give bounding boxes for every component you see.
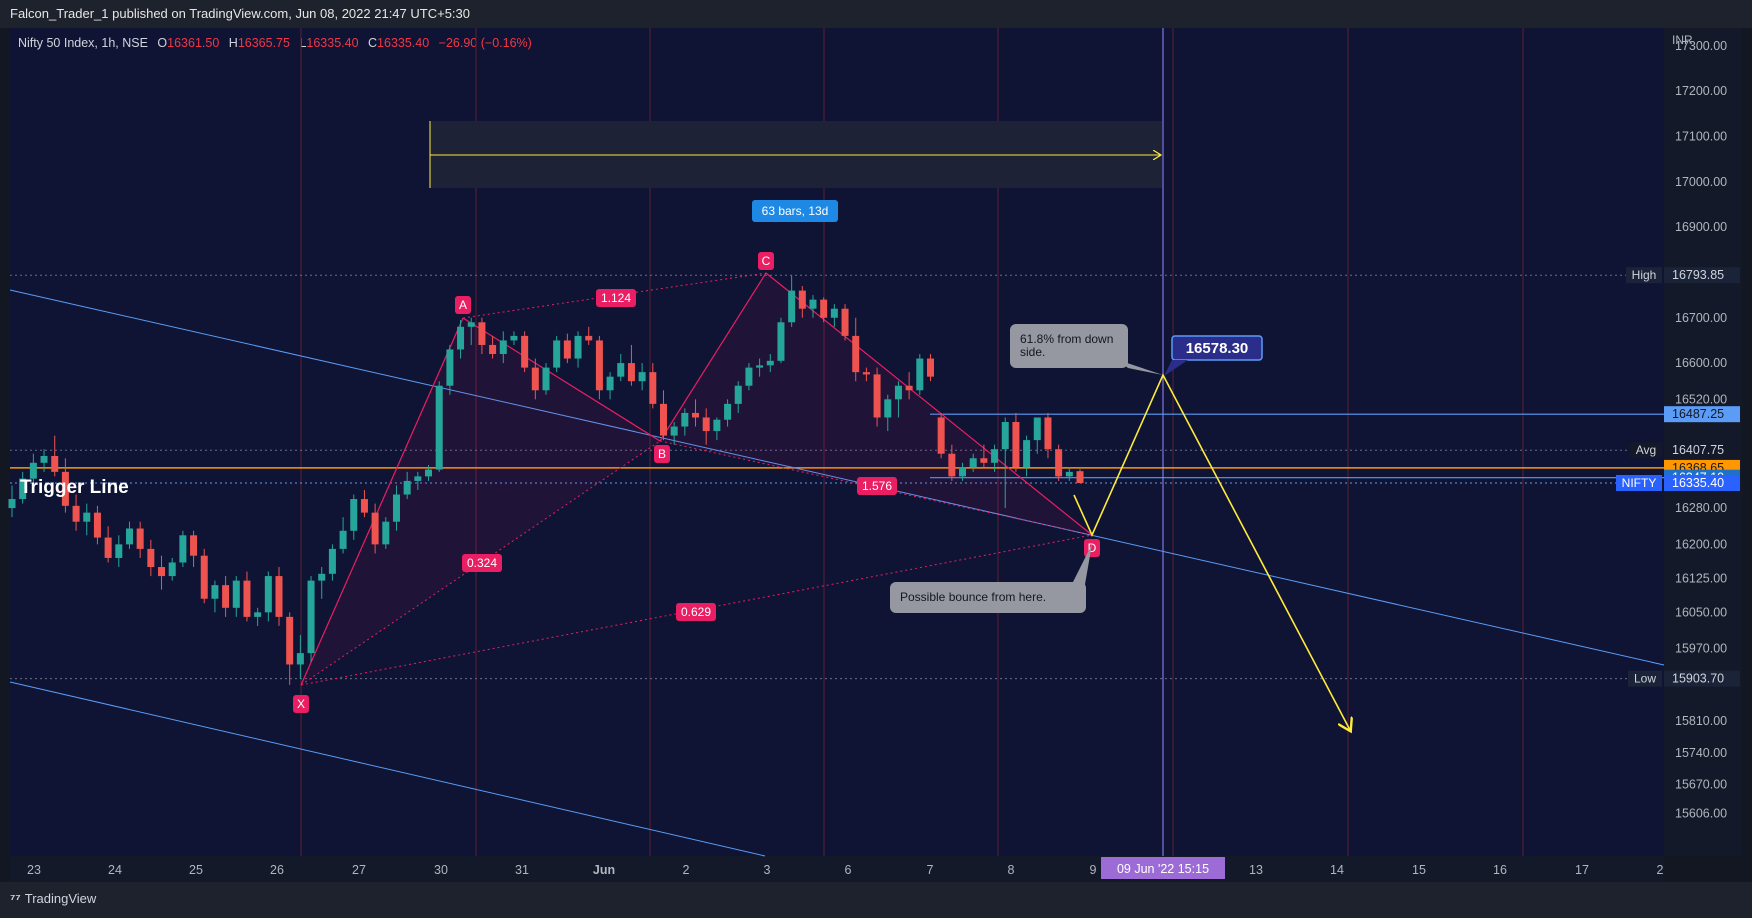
symbol-label[interactable]: Nifty 50 Index, 1h, NSE — [18, 36, 148, 50]
ohlc-legend: Nifty 50 Index, 1h, NSE O16361.50 H16365… — [18, 36, 532, 50]
high-label: H — [228, 36, 238, 50]
brand-label: TradingView — [24, 891, 97, 906]
footer-bar — [0, 882, 1752, 918]
close-value: 16335.40 — [377, 36, 430, 50]
low-label: L — [299, 36, 307, 50]
low-value: 16335.40 — [306, 36, 359, 50]
close-label: C — [368, 36, 378, 50]
chart-pane[interactable] — [10, 28, 1664, 856]
high-value: 16365.75 — [237, 36, 290, 50]
time-axis[interactable] — [10, 856, 1664, 882]
change-value: −26.90 (−0.16%) — [438, 36, 532, 50]
tradingview-logo[interactable]: ⁷⁷ TradingView — [10, 891, 97, 906]
publish-header: Falcon_Trader_1 published on TradingView… — [0, 0, 1752, 28]
price-axis[interactable] — [1664, 28, 1742, 856]
open-label: O — [157, 36, 168, 50]
open-value: 16361.50 — [167, 36, 220, 50]
publish-text: Falcon_Trader_1 published on TradingView… — [10, 6, 470, 21]
